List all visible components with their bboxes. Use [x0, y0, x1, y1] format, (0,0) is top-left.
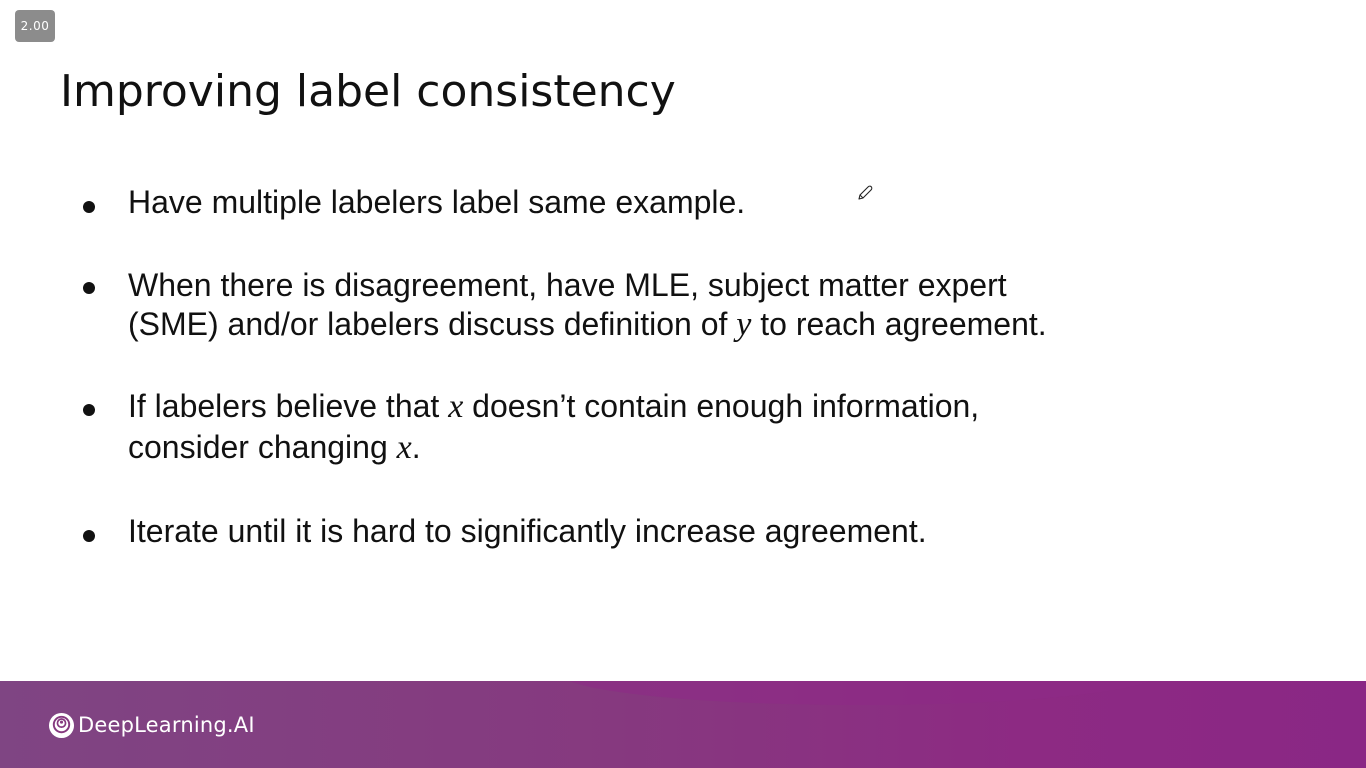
text-segment: doesn’t contain enough information, — [463, 388, 980, 424]
brand: DeepLearning.AI — [48, 711, 255, 739]
text-segment: . — [411, 429, 421, 465]
text-segment: (SME) and/or labelers discuss definition… — [128, 306, 737, 342]
deeplearning-ai-logo-icon — [48, 712, 75, 738]
bullet-text: When there is disagreement, have MLE, su… — [128, 266, 1178, 344]
bullet-line: When there is disagreement, have MLE, su… — [128, 266, 1178, 305]
bullet-text: If labelers believe that x doesn’t conta… — [128, 387, 1178, 469]
text-segment: When there is disagreement, have MLE, su… — [128, 267, 1007, 303]
bullet-dot — [83, 404, 95, 416]
bullet-dot — [83, 282, 95, 294]
bullet-line: Have multiple labelers label same exampl… — [128, 183, 1178, 222]
math-variable: y — [736, 306, 752, 343]
bullet-text: Iterate until it is hard to significantl… — [128, 512, 1178, 551]
math-variable: x — [396, 429, 412, 466]
text-segment: Iterate until it is hard to significantl… — [128, 513, 927, 549]
footer-wave-decoration — [560, 681, 1160, 705]
slide-title: Improving label consistency — [60, 66, 676, 117]
playback-speed-badge[interactable]: 2.00 — [15, 10, 55, 42]
text-segment: Have multiple labelers label same exampl… — [128, 184, 746, 220]
bullet-dot — [83, 201, 95, 213]
bullet-line: If labelers believe that x doesn’t conta… — [128, 387, 1178, 428]
bullet-list: Have multiple labelers label same exampl… — [83, 183, 1178, 551]
text-segment: If labelers believe that — [128, 388, 449, 424]
pen-cursor-icon — [858, 185, 873, 200]
bullet-line: consider changing x. — [128, 428, 1178, 469]
bullet-line: (SME) and/or labelers discuss definition… — [128, 305, 1178, 344]
text-segment: to reach agreement. — [751, 306, 1047, 342]
bullet-line: Iterate until it is hard to significantl… — [128, 512, 1178, 551]
footer-banner: DeepLearning.AI — [0, 681, 1366, 768]
brand-name: DeepLearning.AI — [78, 713, 255, 737]
bullet-text: Have multiple labelers label same exampl… — [128, 183, 1178, 222]
text-segment: consider changing — [128, 429, 397, 465]
bullet-dot — [83, 530, 95, 542]
math-variable: x — [448, 388, 464, 425]
